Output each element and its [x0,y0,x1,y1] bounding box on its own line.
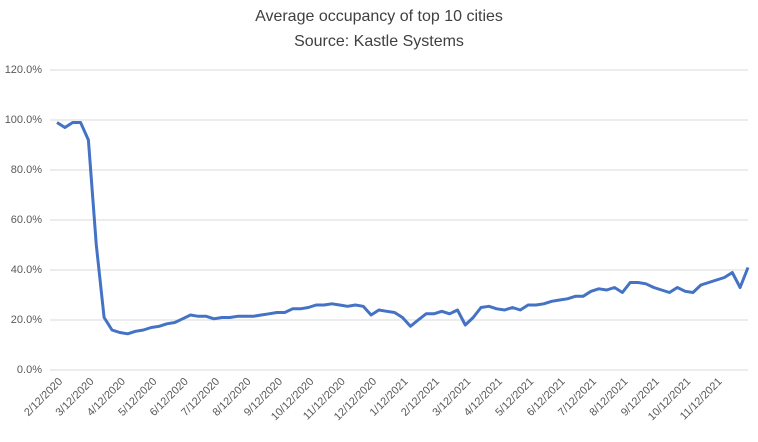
y-tick-label: 20.0% [11,314,42,326]
chart-subtitle: Source: Kastle Systems [294,33,464,50]
y-tick-label: 120.0% [5,64,43,76]
data-line [56,121,750,336]
y-tick-label: 40.0% [11,264,42,276]
y-tick-label: 100.0% [5,114,43,126]
y-tick-label: 0.0% [17,364,42,376]
y-tick-label: 60.0% [11,214,42,226]
chart-title: Average occupancy of top 10 cities [255,8,503,25]
y-tick-label: 80.0% [11,164,42,176]
